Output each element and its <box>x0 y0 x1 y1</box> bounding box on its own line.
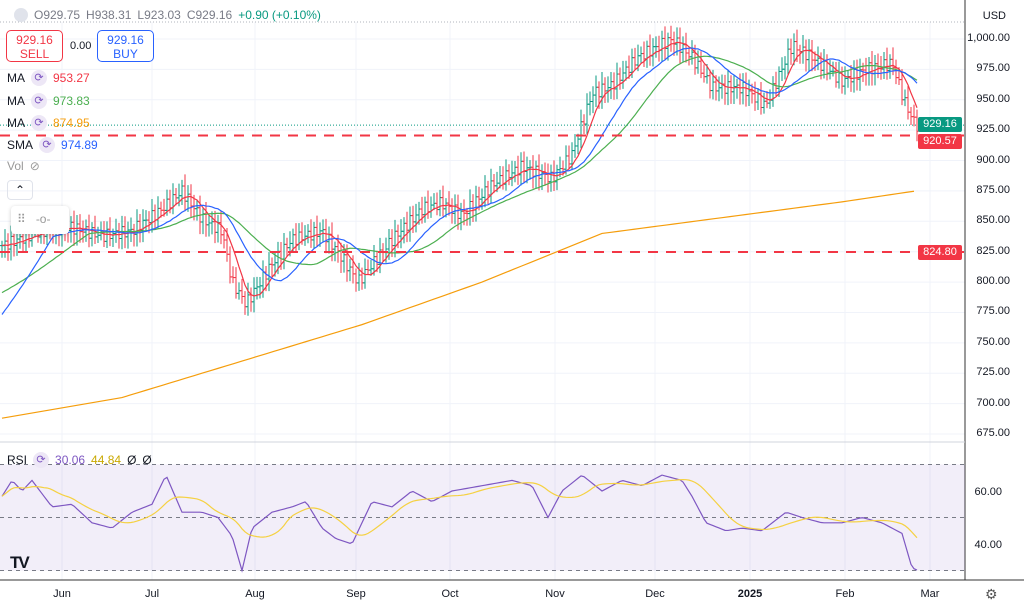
rsi-ma-value: 44.84 <box>91 453 122 467</box>
price-tick: 675.00 <box>976 427 1010 439</box>
rsi-label: RSI <box>7 453 28 467</box>
drag-toolbar[interactable]: ⠿ -o- <box>11 206 69 234</box>
indicator-value: 974.89 <box>61 138 98 152</box>
indicator-name: MA <box>7 94 25 108</box>
indicator-volume[interactable]: Vol ⊘ <box>7 159 40 173</box>
sell-price: 929.16 <box>16 33 53 47</box>
spread: 0.00 <box>70 40 92 52</box>
month-label: Mar <box>920 588 940 600</box>
indicator-sma[interactable]: SMA ⟳ 974.89 <box>7 137 98 153</box>
price-tick: 900.00 <box>976 153 1010 166</box>
price-tick: 775.00 <box>976 305 1010 318</box>
settings-icon[interactable]: ⚙ <box>985 586 998 602</box>
buy-price: 929.16 <box>107 33 144 47</box>
sell-button[interactable]: 929.16 SELL <box>6 30 63 62</box>
drag-handle-icon[interactable]: ⠿ <box>17 212 26 226</box>
ma200-line <box>1 190 915 419</box>
refresh-icon[interactable]: ⟳ <box>31 115 47 131</box>
refresh-icon[interactable]: ⟳ <box>31 93 47 109</box>
month-label: 2025 <box>737 588 763 600</box>
month-label: Nov <box>545 588 565 600</box>
rsi-tick-60: 60.00 <box>974 486 1002 498</box>
ma-line-green <box>1 55 918 294</box>
month-label: Sep <box>346 588 366 600</box>
indicator-ma-2[interactable]: MA ⟳ 973.83 <box>7 93 90 109</box>
level-tag-1: 920.57 <box>918 134 962 149</box>
month-label: Aug <box>245 588 265 600</box>
currency-label[interactable]: USD <box>982 10 1006 22</box>
indicator-name: MA <box>7 71 25 85</box>
sell-label: SELL <box>19 47 50 61</box>
rsi-ma-line <box>1 478 918 539</box>
rsi-value: 30.06 <box>55 453 86 467</box>
indicator-name: SMA <box>7 138 34 152</box>
month-label: Jun <box>53 588 71 600</box>
indicator-value: 953.27 <box>53 71 90 85</box>
price-tick: 875.00 <box>976 183 1010 196</box>
rsi-line <box>1 474 918 573</box>
price-tick: 950.00 <box>976 92 1010 105</box>
refresh-icon[interactable]: ⟳ <box>39 137 56 153</box>
rsi-legend[interactable]: RSI ⟳ 30.06 44.84 Ø Ø <box>7 452 152 468</box>
last-price-tag: 929.16 <box>918 117 962 132</box>
month-label: Jul <box>144 588 160 600</box>
level-tag-2: 824.80 <box>918 245 962 260</box>
settings-slider-icon[interactable]: -o- <box>35 212 51 226</box>
indicator-ma-1[interactable]: MA ⟳ 953.27 <box>7 70 90 86</box>
rsi-extra-2: Ø <box>142 453 152 467</box>
indicator-name: Vol <box>7 159 24 173</box>
buy-label: BUY <box>113 47 138 61</box>
refresh-icon[interactable]: ⟳ <box>31 70 47 86</box>
indicator-value: 874.95 <box>53 116 90 130</box>
eye-hidden-icon[interactable]: ⊘ <box>29 159 40 173</box>
chevron-up-icon[interactable]: ⌃ <box>7 180 33 200</box>
month-label: Dec <box>645 588 665 600</box>
indicator-name: MA <box>7 116 25 130</box>
price-tick: 925.00 <box>976 123 1010 136</box>
price-tick: 850.00 <box>976 214 1010 227</box>
price-tick: 825.00 <box>976 244 1010 257</box>
collapse-icon[interactable] <box>14 8 28 22</box>
rsi-extra-1: Ø <box>127 453 137 467</box>
close-value: C929.16 <box>186 8 233 22</box>
rsi-tick-40: 40.00 <box>974 539 1002 551</box>
ma-line-red <box>1 41 918 297</box>
refresh-icon[interactable]: ⟳ <box>33 452 50 468</box>
high-value: H938.31 <box>86 8 132 22</box>
change-value: +0.90 (+0.10%) <box>238 8 321 22</box>
price-tick: 975.00 <box>976 62 1010 75</box>
tradingview-logo[interactable]: TV <box>10 553 30 572</box>
price-tick: 725.00 <box>976 366 1010 379</box>
price-tick: 750.00 <box>976 335 1010 348</box>
month-label: Oct <box>441 588 459 600</box>
indicator-value: 973.83 <box>53 94 90 108</box>
open-value: O929.75 <box>34 8 81 22</box>
price-tick: 700.00 <box>976 396 1010 409</box>
price-tick: 1,000.00 <box>967 32 1010 44</box>
ohlc-legend: O929.75 H938.31 L923.03 C929.16 +0.90 (+… <box>14 8 321 22</box>
indicator-ma-3[interactable]: MA ⟳ 874.95 <box>7 115 90 131</box>
sma-line-blue <box>1 47 918 315</box>
month-label: Feb <box>835 588 855 600</box>
low-value: L923.03 <box>137 8 181 22</box>
price-tick: 800.00 <box>976 275 1010 288</box>
buy-button[interactable]: 929.16 BUY <box>97 30 154 62</box>
